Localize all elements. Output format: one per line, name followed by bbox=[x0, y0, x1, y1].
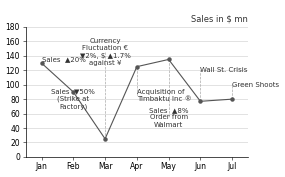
Text: Sales  ▲8%
Order from
Walmart: Sales ▲8% Order from Walmart bbox=[149, 107, 188, 128]
Text: Sales  ▼50%
(Strike at
Factory): Sales ▼50% (Strike at Factory) bbox=[51, 88, 95, 110]
Text: Sales in $ mn: Sales in $ mn bbox=[191, 14, 248, 23]
Text: Sales  ▲20%: Sales ▲20% bbox=[42, 56, 86, 62]
Text: Currency
Fluctuation €
▼2%, $ ▲1.7%
against ¥: Currency Fluctuation € ▼2%, $ ▲1.7% agai… bbox=[80, 38, 131, 67]
Text: Acquisition of
Timbaktu Inc ®: Acquisition of Timbaktu Inc ® bbox=[137, 89, 192, 102]
Text: Green Shoots: Green Shoots bbox=[232, 82, 279, 88]
Text: Wall St. Crisis: Wall St. Crisis bbox=[200, 67, 248, 73]
